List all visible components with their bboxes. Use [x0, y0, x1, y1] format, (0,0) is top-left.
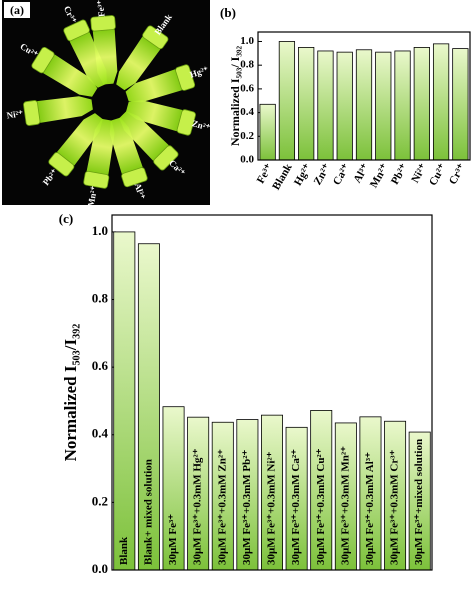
bar [113, 231, 136, 571]
tube-body [119, 111, 169, 161]
bar-label: 30μM Fe³⁺+0.3mM Cr³⁺ [389, 449, 401, 565]
tube-cap [23, 100, 41, 126]
y-tick-label: 1.0 [92, 223, 108, 238]
tube-cap [83, 170, 110, 189]
bar [298, 47, 315, 161]
bar-label: Blank [118, 536, 130, 565]
bar-label: 30μM Fe³⁺+0.3mM Al³⁺ [364, 452, 376, 565]
tube-label: Mn²⁺ [86, 185, 100, 208]
tube-label: Fe³⁺ [95, 0, 106, 17]
panel-label: (c) [59, 211, 73, 226]
bar [317, 50, 334, 161]
bar-label: 30μM Fe³⁺+0.3mM Pb²⁺ [241, 449, 253, 565]
bar [278, 41, 296, 161]
panel-label-box [4, 2, 30, 18]
x-tick-label: Hg²⁺ [292, 162, 314, 188]
tube [83, 118, 115, 189]
tube [48, 113, 103, 177]
y-tick-label: 0.4 [92, 426, 109, 441]
tube-body [43, 54, 98, 97]
bar [394, 50, 411, 161]
bar-label: Blank+ mixed solution [142, 459, 154, 565]
tube [126, 100, 196, 136]
tube [109, 117, 148, 188]
tube-cap [48, 152, 75, 177]
x-tick-label: Mn²⁺ [368, 162, 391, 190]
tube-cap [153, 145, 179, 171]
bar [336, 51, 353, 161]
tube-cap [31, 46, 55, 74]
x-tick-label: Cr³⁺ [447, 162, 468, 187]
x-tick-label: Ca²⁺ [331, 162, 353, 188]
bar-label: 30μM Fe³⁺+0.3mM Cu²⁺ [315, 448, 327, 565]
tube [63, 19, 107, 88]
tube-cap [175, 64, 196, 91]
tube [23, 96, 93, 126]
x-tick-label: Pb²⁺ [389, 162, 410, 187]
tube-cap [121, 167, 148, 188]
tube-body [125, 69, 182, 103]
tube-cap [142, 25, 169, 50]
tube [116, 25, 169, 91]
bar-label: 30μM Fe³⁺+0.3mM Ni²⁺ [266, 451, 278, 565]
bar-label: 30μM Fe³⁺+0.3mM Mn²⁺ [339, 446, 351, 565]
y-axis-label: Normalized I₅₀₃/ I₃₉₂ [228, 45, 242, 146]
panel-label: (b) [220, 5, 236, 20]
tube-body [109, 117, 143, 174]
bar [259, 103, 276, 161]
panel-label: (a) [10, 3, 24, 17]
y-tick-label: 0.6 [240, 82, 254, 94]
bar-label: 30μM Fe³⁺+0.3mM Hg²⁺ [192, 448, 204, 565]
bar [432, 43, 450, 161]
tube-cap [176, 109, 196, 136]
bar [413, 47, 430, 161]
plot-frame [257, 31, 471, 161]
tube-cap [90, 15, 116, 32]
y-tick-label: 0.2 [240, 130, 254, 142]
y-tick-label: 1.0 [240, 35, 254, 47]
tube-body [37, 96, 93, 123]
tube-body [57, 113, 103, 166]
y-tick-label: 0.4 [240, 106, 254, 118]
tube-label: Al³⁺ [133, 182, 148, 201]
tube-body [126, 100, 183, 132]
tube [31, 46, 98, 97]
y-axis-label: Normalized I₅₀₃/I₃₉₂ [61, 324, 80, 462]
tube-label: Zn²⁺ [191, 118, 212, 133]
tube-body [69, 32, 107, 88]
bar [375, 51, 392, 161]
bar-label: 30μM Fe³⁺+mixed solution [413, 439, 425, 565]
tube-label: Ni²⁺ [6, 108, 24, 120]
tube [119, 111, 179, 171]
x-tick-label: Zn²⁺ [312, 162, 334, 188]
tube-body [116, 36, 161, 91]
y-tick-label: 0.2 [92, 493, 108, 508]
bar [452, 48, 469, 161]
bar-label: 30μM Fe³⁺ [167, 514, 179, 565]
x-tick-label: Blank [270, 161, 295, 192]
plot-frame [111, 214, 433, 571]
y-tick-label: 0.0 [240, 154, 254, 166]
bar [355, 49, 373, 161]
y-tick-label: 0.0 [92, 561, 108, 576]
bar-label: 30μM Fe³⁺+0.3mM Zn²⁺ [216, 449, 228, 565]
x-tick-label: Cu²⁺ [427, 162, 449, 188]
tubes: Fe³⁺BlankHg²⁺Zn²⁺Ca²⁺Al³⁺Mn²⁺Pb²⁺Ni²⁺Cu²… [6, 0, 212, 208]
tube-cap [63, 19, 90, 42]
bar-label: 30μM Fe³⁺+0.3mM Ca²⁺ [290, 449, 302, 565]
tube-body [86, 118, 115, 175]
y-tick-label: 0.8 [240, 59, 254, 71]
y-tick-label: 0.8 [92, 291, 109, 306]
y-tick-label: 0.6 [92, 358, 109, 373]
tube [125, 64, 196, 103]
